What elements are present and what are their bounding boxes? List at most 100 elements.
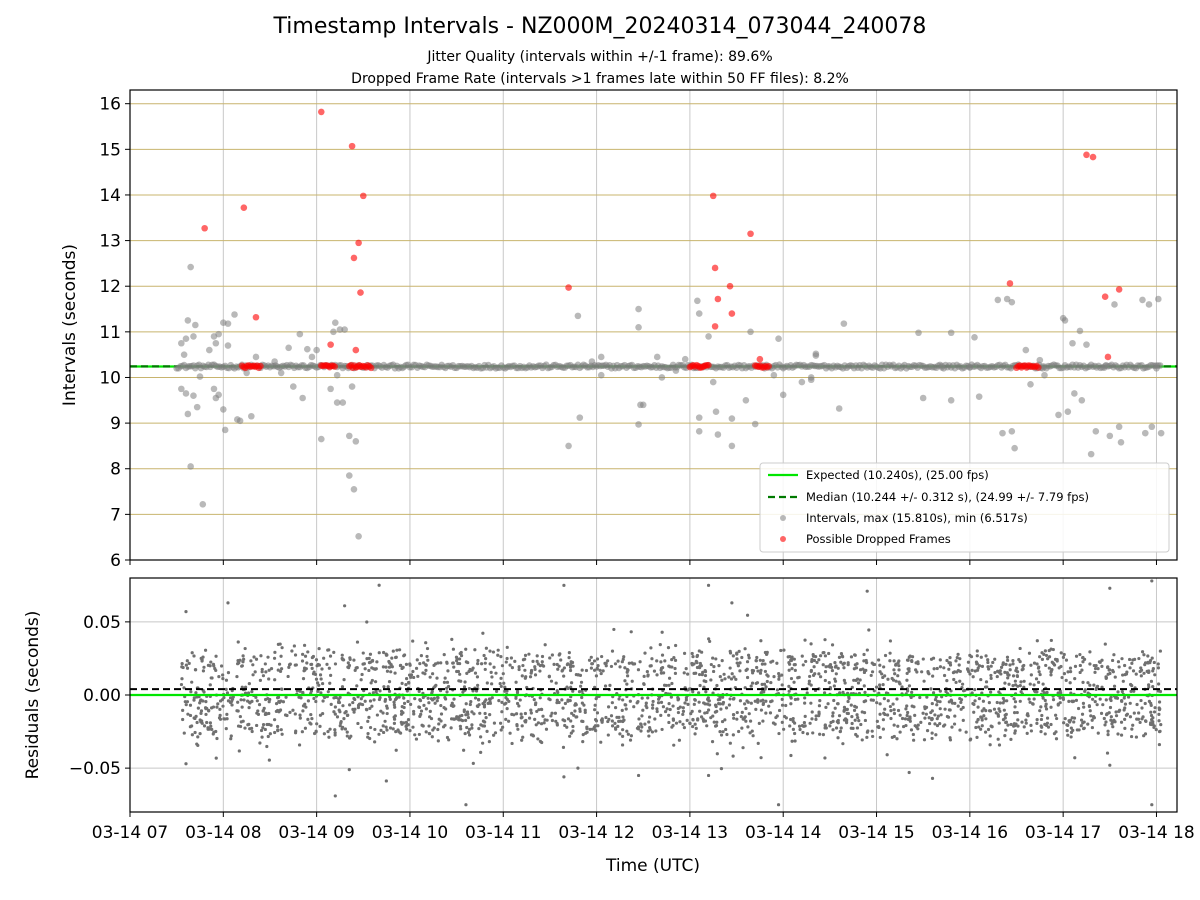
residual-point — [793, 739, 797, 743]
residual-point — [565, 725, 569, 729]
residual-point — [911, 732, 915, 737]
residual-point — [230, 699, 234, 703]
residual-point — [862, 652, 866, 657]
residual-point — [967, 670, 971, 674]
residual-point — [491, 650, 496, 654]
residual-point — [842, 678, 846, 682]
residual-point — [738, 661, 742, 665]
residual-point — [1123, 717, 1127, 721]
residual-point — [188, 703, 193, 707]
residual-point — [572, 713, 576, 717]
residual-point — [1086, 691, 1090, 695]
residual-point — [1113, 675, 1117, 679]
residual-point — [690, 661, 694, 666]
interval-point — [807, 376, 815, 384]
residual-point — [862, 710, 867, 715]
residual-point — [394, 748, 398, 752]
residual-point — [458, 661, 462, 666]
residual-point — [240, 664, 244, 668]
residual-point — [466, 730, 471, 734]
residual-point — [508, 663, 512, 667]
residual-point — [184, 703, 188, 707]
residual-point — [755, 655, 759, 660]
interval-point — [695, 414, 703, 421]
residual-point — [561, 706, 565, 710]
residual-point — [736, 664, 740, 668]
residual-point — [947, 667, 951, 671]
residual-point — [897, 664, 901, 668]
residual-point — [377, 583, 381, 587]
residual-point — [291, 708, 295, 712]
residual-point — [464, 660, 468, 664]
residual-point — [793, 697, 797, 702]
residual-point — [966, 660, 971, 664]
residual-point — [333, 712, 337, 716]
residual-point — [1134, 672, 1138, 676]
residual-point — [1157, 719, 1161, 723]
residual-point — [604, 664, 608, 668]
residual-point — [818, 732, 822, 736]
residual-point — [935, 723, 940, 728]
residual-point — [891, 702, 895, 706]
residual-point — [888, 704, 892, 709]
interval-point — [1141, 429, 1149, 437]
residual-point — [452, 665, 456, 669]
residual-point — [510, 712, 514, 717]
residual-point — [623, 679, 627, 683]
residual-point — [935, 699, 940, 703]
residual-point — [710, 740, 715, 744]
residual-point — [221, 704, 225, 708]
residual-point — [660, 727, 664, 732]
residual-point — [560, 698, 564, 702]
residual-point — [543, 643, 547, 647]
residual-point — [431, 697, 435, 702]
residual-point — [670, 665, 674, 669]
residual-point — [341, 725, 345, 729]
residual-point — [832, 698, 836, 703]
residual-point — [1149, 721, 1153, 725]
residual-point — [596, 664, 600, 668]
residual-point — [787, 689, 791, 693]
residual-point — [727, 675, 731, 679]
residual-point — [236, 709, 240, 713]
residual-point — [1073, 677, 1077, 681]
residual-point — [1052, 732, 1057, 736]
residual-point — [755, 665, 759, 670]
residual-point — [499, 676, 503, 680]
residual-point — [930, 776, 935, 780]
residual-point — [1076, 706, 1081, 711]
residual-point — [437, 717, 441, 721]
residual-point — [241, 654, 245, 658]
residual-point — [347, 666, 351, 670]
residual-point — [457, 717, 461, 722]
residual-point — [1108, 763, 1112, 767]
interval-point — [915, 329, 922, 337]
residual-point — [1149, 713, 1154, 718]
residual-point — [933, 697, 938, 702]
residual-point — [377, 651, 381, 655]
dropped-frame-point — [565, 284, 572, 291]
residual-point — [261, 709, 265, 713]
residual-point — [1016, 724, 1020, 728]
interval-point — [277, 369, 285, 377]
interval-point — [187, 263, 194, 271]
residual-point — [394, 696, 399, 700]
residual-point — [193, 730, 197, 735]
interval-point — [999, 429, 1006, 437]
residual-point — [993, 657, 997, 661]
interval-point — [588, 358, 596, 365]
residual-point — [473, 648, 477, 652]
residual-point — [1066, 670, 1070, 674]
residual-point — [1042, 652, 1046, 656]
residual-point — [255, 723, 259, 728]
residual-point — [616, 724, 620, 728]
residual-point — [1148, 658, 1153, 663]
residual-point — [328, 654, 333, 658]
residual-point — [367, 668, 371, 673]
residual-point — [684, 667, 688, 671]
residual-point — [293, 712, 297, 716]
residual-point — [878, 683, 882, 687]
residual-point — [1081, 680, 1085, 684]
residual-point — [399, 720, 403, 724]
dropped-frame-point — [367, 364, 375, 372]
